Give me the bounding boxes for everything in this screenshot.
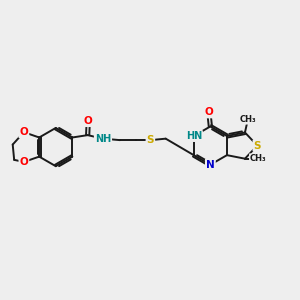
Text: S: S — [254, 141, 261, 151]
Text: S: S — [147, 135, 154, 145]
Text: O: O — [205, 107, 213, 117]
Text: CH₃: CH₃ — [250, 154, 266, 163]
Text: NH: NH — [95, 134, 111, 144]
Text: N: N — [206, 160, 215, 170]
Text: HN: HN — [186, 131, 202, 141]
Text: O: O — [20, 157, 28, 167]
Text: O: O — [20, 127, 28, 137]
Text: CH₃: CH₃ — [240, 115, 256, 124]
Text: O: O — [84, 116, 93, 126]
